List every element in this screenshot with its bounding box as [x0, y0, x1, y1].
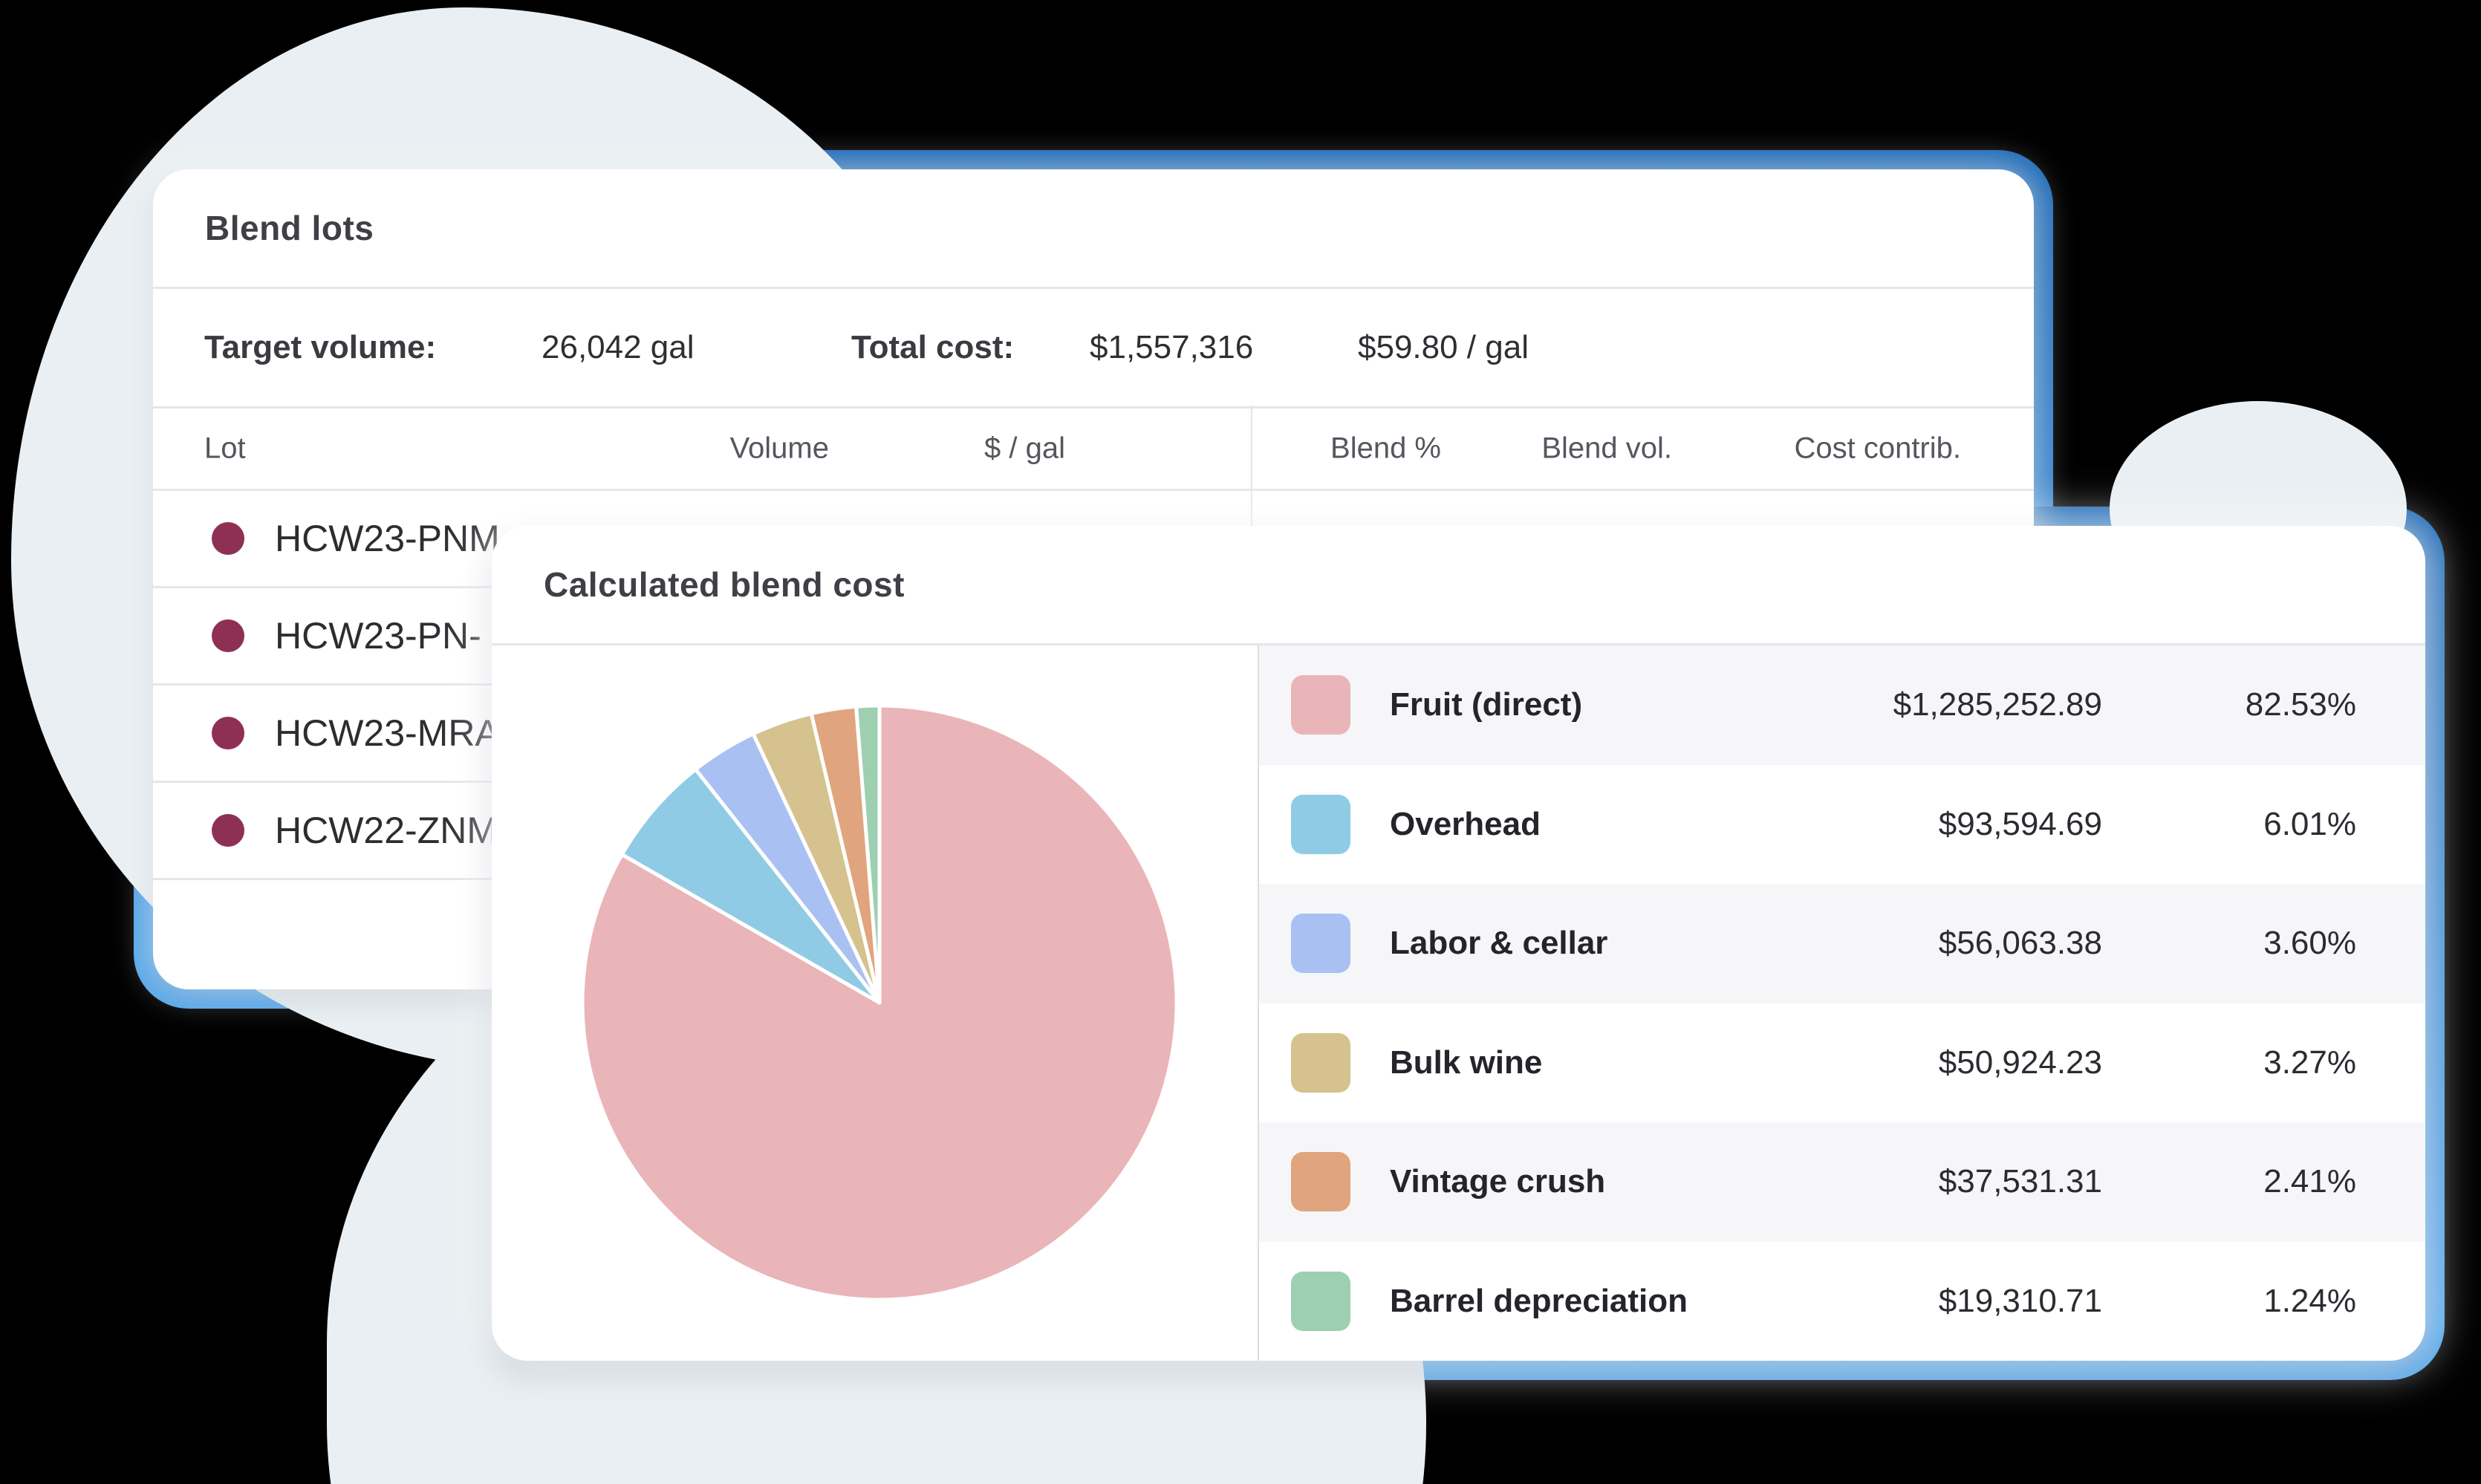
blend-cost-card: Calculated blend cost Fruit (direct) $1,…: [492, 526, 2425, 1361]
legend-row-labor-cellar: Labor & cellar $56,063.38 3.60%: [1259, 884, 2425, 1003]
lot-name: HCW23-MRA: [275, 712, 500, 754]
legend-swatch: [1291, 1271, 1350, 1331]
column-header-volume: Volume: [729, 432, 829, 465]
legend-label: Barrel depreciation: [1390, 1282, 1688, 1319]
legend-label: Labor & cellar: [1390, 925, 1608, 962]
legend-percent: 1.24%: [2263, 1282, 2356, 1319]
blend-summary-row: Target volume: 26,042 gal Total cost: $1…: [153, 289, 2034, 409]
legend-swatch: [1291, 914, 1350, 974]
cost-per-gal-value: $59.80 / gal: [1358, 329, 1529, 365]
legend-swatch: [1291, 794, 1350, 854]
blend-cost-pie-chart: [568, 691, 1191, 1315]
legend-percent: 2.41%: [2263, 1163, 2356, 1200]
legend-label: Overhead: [1390, 805, 1541, 842]
legend-row-overhead: Overhead $93,594.69 6.01%: [1259, 765, 2425, 885]
lot-color-dot: [212, 814, 244, 847]
legend-value: $19,310.71: [1938, 1282, 2102, 1319]
column-header-blend-vol: Blend vol.: [1541, 432, 1672, 465]
blend-lots-header: Blend lots: [153, 169, 2034, 289]
total-cost-value: $1,557,316: [1090, 329, 1254, 365]
legend-label: Bulk wine: [1390, 1044, 1543, 1081]
legend-row-barrel-depreciation: Barrel depreciation $19,310.71 1.24%: [1259, 1242, 2425, 1361]
lot-name: HCW23-PNM: [275, 518, 500, 559]
legend-row-fruit-direct: Fruit (direct) $1,285,252.89 82.53%: [1259, 645, 2425, 765]
column-header-dollar-per-gal: $ / gal: [984, 432, 1065, 465]
target-volume-label: Target volume:: [204, 329, 437, 365]
lot-table-header: Lot Volume $ / gal Blend % Blend vol. Co…: [153, 409, 2034, 491]
legend-percent: 3.27%: [2263, 1044, 2356, 1081]
blend-cost-title: Calculated blend cost: [544, 565, 905, 604]
target-volume-value: 26,042 gal: [542, 329, 695, 365]
legend-value: $37,531.31: [1938, 1163, 2102, 1200]
legend-row-bulk-wine: Bulk wine $50,924.23 3.27%: [1259, 1003, 2425, 1123]
legend-value: $93,594.69: [1938, 805, 2102, 842]
blend-cost-legend: Fruit (direct) $1,285,252.89 82.53% Over…: [1258, 645, 2425, 1361]
lot-color-dot: [212, 619, 244, 652]
blend-cost-header: Calculated blend cost: [492, 526, 2425, 645]
legend-percent: 3.60%: [2263, 925, 2356, 962]
legend-percent: 82.53%: [2245, 686, 2356, 723]
column-header-blend-pct: Blend %: [1330, 432, 1441, 465]
legend-percent: 6.01%: [2263, 805, 2356, 842]
blend-cost-body: Fruit (direct) $1,285,252.89 82.53% Over…: [492, 645, 2425, 1361]
legend-swatch: [1291, 1152, 1350, 1212]
lot-color-dot: [212, 717, 244, 749]
legend-swatch: [1291, 675, 1350, 735]
pie-slice-barrel-depreciation: [854, 703, 882, 1005]
total-cost-label: Total cost:: [851, 329, 1015, 365]
legend-value: $56,063.38: [1938, 925, 2102, 962]
legend-label: Vintage crush: [1390, 1163, 1606, 1200]
legend-label: Fruit (direct): [1390, 686, 1583, 723]
legend-value: $1,285,252.89: [1893, 686, 2102, 723]
lot-table-body: HCW23-PNM HCW23-PN- HCW23-MRA HCW22-ZNM: [153, 491, 2034, 880]
pie-chart-svg: [580, 703, 1179, 1302]
legend-value: $50,924.23: [1938, 1044, 2102, 1081]
pie-slice-overhead: [620, 767, 882, 1005]
blend-lots-title: Blend lots: [205, 209, 374, 247]
column-header-cost-contrib: Cost contrib.: [1794, 432, 1961, 465]
lot-name: HCW22-ZNM: [275, 810, 498, 851]
legend-swatch: [1291, 1032, 1350, 1093]
lot-color-dot: [212, 522, 244, 555]
column-header-lot: Lot: [204, 432, 246, 465]
legend-row-vintage-crush: Vintage crush $37,531.31 2.41%: [1259, 1122, 2425, 1242]
lot-name: HCW23-PN-: [275, 615, 481, 657]
